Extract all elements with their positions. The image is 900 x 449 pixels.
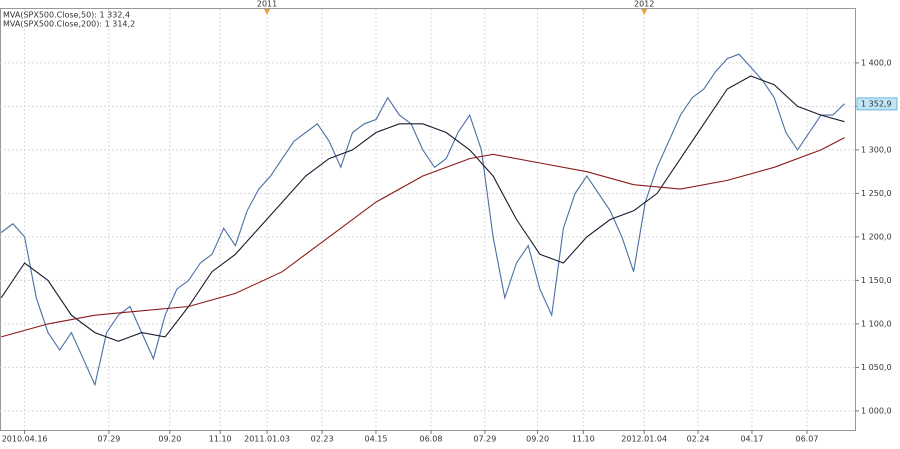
x-tick-label: 11.10 <box>209 435 232 444</box>
x-tick-label: 2010.04.16 <box>2 435 48 444</box>
y-tick-label: 1 400,0 <box>861 58 892 67</box>
x-tick-label: 11.10 <box>572 435 595 444</box>
x-tick-label: 09.20 <box>526 435 549 444</box>
x-tick-label: 06.08 <box>420 435 443 444</box>
x-tick-label: 09.20 <box>158 435 181 444</box>
y-tick-label: 1 150,0 <box>861 276 892 285</box>
last-value-box <box>856 97 898 111</box>
series-line <box>0 75 845 342</box>
year-marker <box>264 9 271 15</box>
y-tick-label: 1 050,0 <box>861 363 892 372</box>
x-tick-label: 02.24 <box>687 435 710 444</box>
x-tick-label: 04.17 <box>740 435 763 444</box>
year-marker <box>641 9 648 15</box>
series-line <box>1 137 845 338</box>
y-tick-label: 1 200,0 <box>861 232 892 241</box>
x-tick-label: 2011.01.03 <box>244 435 290 444</box>
x-tick-label: 06.07 <box>796 435 819 444</box>
y-tick-label: 1 250,0 <box>861 189 892 198</box>
x-tick-label: 02.23 <box>311 435 334 444</box>
x-tick-label: 04.15 <box>365 435 388 444</box>
legend-entry: MVA(SPX500.Close,50): 1 332,4 <box>3 11 130 20</box>
year-label: 2012 <box>634 0 654 9</box>
x-tick-label: 07.29 <box>97 435 120 444</box>
x-tick-label: 2012.01.04 <box>621 435 667 444</box>
y-tick-label: 1 300,0 <box>861 145 892 154</box>
y-tick-label: 1 000,0 <box>861 406 892 415</box>
y-tick-label: 1 100,0 <box>861 319 892 328</box>
legend-entry: MVA(SPX500.Close,200): 1 314,2 <box>3 20 135 29</box>
year-label: 2011 <box>257 0 277 9</box>
x-tick-label: 07.29 <box>473 435 496 444</box>
last-value-label: 1 352,9 <box>861 99 892 108</box>
